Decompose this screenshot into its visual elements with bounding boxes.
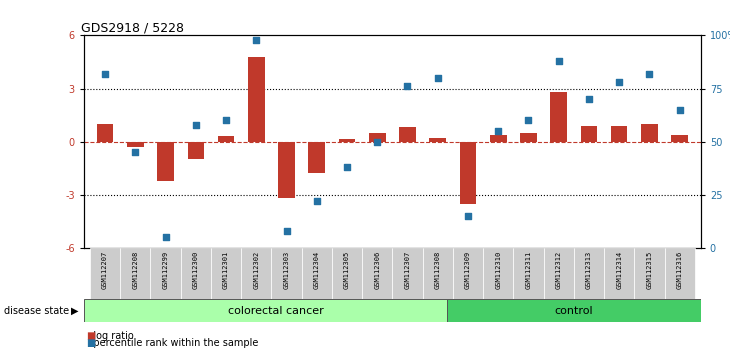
Text: GDS2918 / 5228: GDS2918 / 5228 [81,21,184,34]
Bar [309,142,325,173]
Bar [429,138,446,142]
Text: GSM112303: GSM112303 [283,250,290,289]
Text: GSM112316: GSM112316 [677,250,683,289]
Bar [120,248,150,299]
Text: GSM112313: GSM112313 [586,250,592,289]
Bar [520,133,537,142]
Text: ■: ■ [86,331,96,341]
Text: GSM112302: GSM112302 [253,250,259,289]
Bar [574,248,604,299]
Bar [664,248,695,299]
Point [160,234,172,240]
Bar [90,248,120,299]
Point [644,71,656,76]
Bar [453,248,483,299]
Point [250,37,262,42]
Point [462,213,474,219]
Bar [604,248,634,299]
Text: colorectal cancer: colorectal cancer [228,306,324,316]
Bar [460,142,476,204]
Point [220,118,232,123]
Point [402,84,413,89]
Bar [241,248,272,299]
Bar [157,142,174,181]
Point [372,139,383,144]
Bar [490,135,507,142]
Bar [393,248,423,299]
Bar [611,126,628,142]
Text: GSM112307: GSM112307 [404,250,410,289]
Text: GSM112310: GSM112310 [495,250,502,289]
Bar [278,142,295,198]
Bar [339,139,356,142]
Text: GSM112305: GSM112305 [344,250,350,289]
Bar [423,248,453,299]
Text: GSM112311: GSM112311 [526,250,531,289]
Bar [211,248,241,299]
Bar [634,248,664,299]
Bar [672,135,688,142]
Bar [218,136,234,142]
Point [613,79,625,85]
Text: GSM112308: GSM112308 [435,250,441,289]
Point [553,58,564,64]
Text: GSM112304: GSM112304 [314,250,320,289]
Point [492,128,504,134]
Bar [544,248,574,299]
Bar [272,248,301,299]
Text: GSM112299: GSM112299 [163,250,169,289]
Point [583,96,595,102]
Point [281,228,293,234]
Point [341,164,353,170]
Point [523,118,534,123]
Bar [399,127,416,142]
Text: GSM112207: GSM112207 [102,250,108,289]
Bar [127,142,144,147]
Bar [332,248,362,299]
Text: disease state: disease state [4,306,69,316]
Text: GSM112309: GSM112309 [465,250,471,289]
Point [432,75,444,81]
Bar [181,248,211,299]
Bar [513,248,544,299]
Text: ▶: ▶ [72,306,79,316]
Text: GSM112312: GSM112312 [556,250,561,289]
Bar [580,126,597,142]
Point [190,122,201,127]
Text: ■: ■ [86,338,96,348]
Point [311,198,323,204]
Text: GSM112315: GSM112315 [646,250,653,289]
Bar [483,248,513,299]
Text: control: control [555,306,593,316]
Point [129,149,141,155]
Bar [97,124,113,142]
Point [674,107,685,113]
Bar [301,248,332,299]
Bar [362,248,393,299]
Text: GSM112306: GSM112306 [374,250,380,289]
Bar [369,133,385,142]
Text: GSM112208: GSM112208 [132,250,139,289]
Point [99,71,111,76]
Text: log ratio: log ratio [84,331,134,341]
Bar [188,142,204,159]
Text: GSM112301: GSM112301 [223,250,229,289]
Bar [150,248,181,299]
Bar [248,57,264,142]
Bar [84,299,447,322]
Text: GSM112300: GSM112300 [193,250,199,289]
Text: percentile rank within the sample: percentile rank within the sample [84,338,258,348]
Text: GSM112314: GSM112314 [616,250,622,289]
Bar [641,124,658,142]
Bar [447,299,701,322]
Bar [550,92,567,142]
